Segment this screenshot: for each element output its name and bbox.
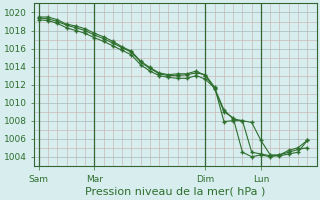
X-axis label: Pression niveau de la mer( hPa ): Pression niveau de la mer( hPa ) [85,187,266,197]
